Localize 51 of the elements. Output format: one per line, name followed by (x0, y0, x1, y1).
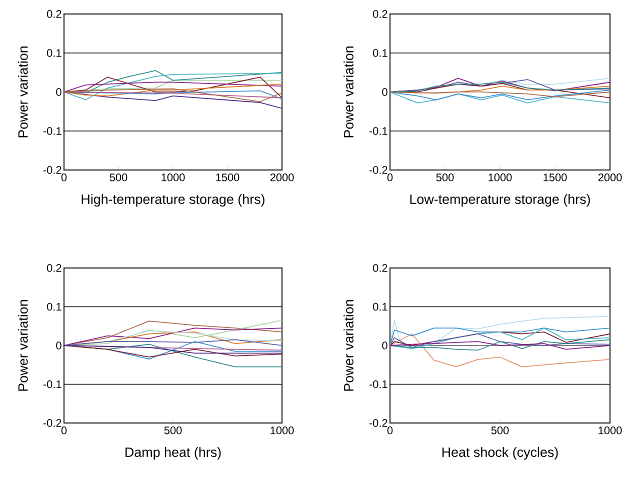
x-axis-title: Heat shock (cycles) (442, 447, 558, 460)
y-tick-label: 0.2 (46, 10, 62, 18)
line-series (64, 72, 282, 100)
y-tick-label: -0.2 (43, 419, 62, 427)
x-tick-label: 1000 (162, 174, 185, 182)
y-tick-label: 0.2 (372, 10, 388, 18)
y-tick-label: -0.1 (369, 380, 388, 388)
y-tick-label: -0.2 (369, 419, 388, 427)
line-series (390, 90, 610, 100)
y-axis-title: Power variation (344, 300, 354, 391)
y-tick-label: 0.2 (372, 264, 388, 272)
y-tick-label: 0.1 (46, 49, 62, 57)
x-tick-label: 500 (491, 426, 509, 434)
x-axis-title: Damp heat (hrs) (126, 447, 221, 460)
x-tick-label: 500 (164, 426, 182, 434)
y-tick-label: 0 (56, 342, 62, 350)
y-tick-label: -0.1 (43, 380, 62, 388)
y-tick-label: 0.2 (46, 264, 62, 272)
y-tick-label: 0 (56, 88, 62, 96)
y-tick-label: -0.1 (43, 127, 62, 135)
x-tick-label: 1500 (544, 174, 567, 182)
x-tick-label: 2000 (270, 174, 294, 182)
y-tick-label: -0.1 (369, 127, 388, 135)
y-tick-label: 0 (382, 342, 388, 350)
y-tick-label: 0.1 (372, 49, 388, 57)
y-tick-label: -0.2 (43, 166, 62, 174)
x-tick-label: 2000 (598, 174, 622, 182)
line-series (390, 333, 610, 368)
x-tick-label: 0 (61, 426, 67, 434)
y-axis-title: Power variation (344, 46, 354, 138)
x-tick-label: 500 (110, 174, 128, 182)
line-series (390, 316, 610, 350)
x-tick-label: 500 (436, 174, 454, 182)
x-tick-label: 0 (61, 174, 67, 182)
line-series (390, 92, 610, 104)
y-tick-label: -0.2 (369, 166, 388, 174)
y-tick-label: 0.1 (46, 302, 62, 311)
y-tick-label: 0.1 (372, 302, 388, 311)
x-tick-label: 1000 (270, 426, 294, 434)
x-axis-title: High-temperature storage (hrs) (82, 194, 264, 207)
x-tick-label: 1500 (216, 174, 240, 182)
x-axis-title: Low-temperature storage (hrs) (410, 194, 590, 207)
x-tick-label: 0 (387, 174, 393, 182)
x-tick-label: 1000 (488, 174, 512, 182)
x-tick-label: 0 (387, 426, 393, 434)
line-series (64, 84, 282, 96)
y-axis-title: Power variation (18, 300, 28, 391)
y-tick-label: 0 (382, 88, 388, 96)
y-axis-title: Power variation (18, 46, 28, 138)
line-series (64, 88, 282, 102)
x-tick-label: 1000 (598, 426, 622, 434)
